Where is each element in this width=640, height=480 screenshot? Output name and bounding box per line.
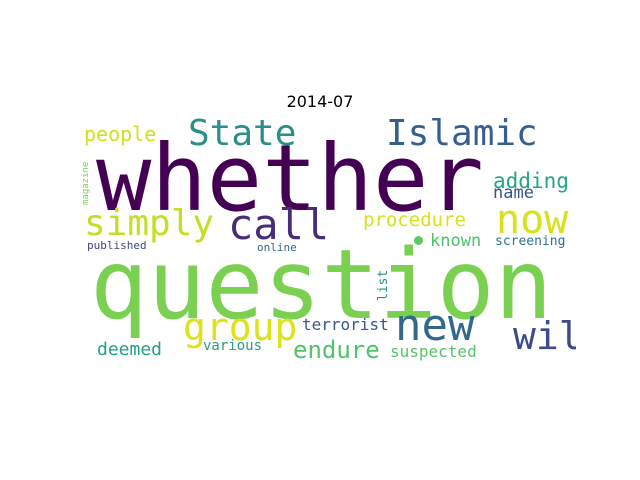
word-various: various [203, 338, 263, 354]
word-group: group [183, 305, 298, 349]
figure-title: 2014-07 [286, 92, 354, 111]
word-magazine: magazine [81, 161, 91, 205]
word-people: people [84, 122, 157, 146]
word-now: now [496, 197, 569, 243]
word-procedure: procedure [363, 209, 466, 231]
word-known: known [430, 231, 482, 251]
word-adding: adding [493, 169, 569, 193]
word-screening: screening [495, 234, 566, 249]
word-call: call [228, 200, 330, 249]
word-whether: whether [96, 125, 484, 232]
word-published: published [87, 239, 147, 252]
word-terrorist: terrorist [302, 315, 389, 334]
word-endure: endure [293, 336, 380, 363]
word-question: question [90, 229, 553, 341]
word-new: new [395, 300, 475, 351]
word-suspected: suspected [390, 342, 477, 361]
word-deemed: deemed [97, 339, 163, 360]
word-islamic: Islamic [386, 115, 538, 154]
dot-mark [414, 236, 423, 245]
word-will: will [513, 314, 576, 358]
word-name: name [493, 183, 534, 203]
word-online: online [257, 241, 297, 254]
word-list: list [376, 269, 391, 301]
word-cloud: whether question State Islamic people si… [80, 115, 576, 363]
word-state: State [188, 115, 297, 154]
word-simply: simply [84, 203, 215, 244]
